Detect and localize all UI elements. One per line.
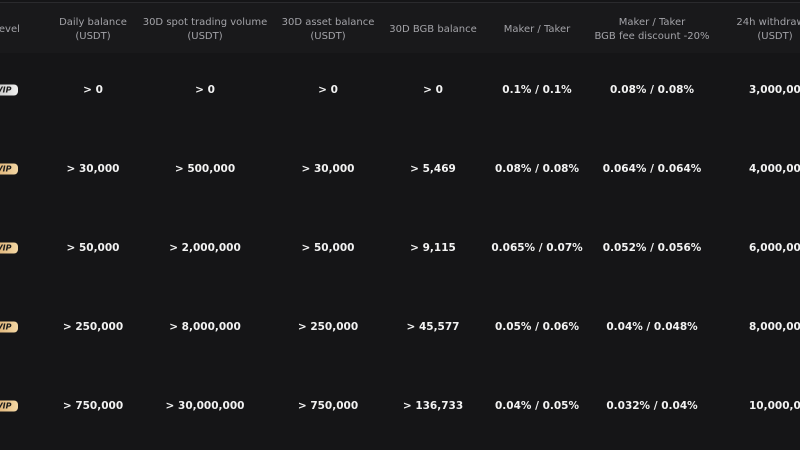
table-cell: 0.1% / 0.1% xyxy=(502,84,572,96)
table-cell: > 0 xyxy=(318,84,338,96)
table-cell: > 2,000,000 xyxy=(169,242,241,254)
column-header: 30D BGB balance xyxy=(389,23,476,37)
table-cell: 0.065% / 0.07% xyxy=(491,242,583,254)
table-cell: 0.08% / 0.08% xyxy=(610,84,694,96)
header-line: Maker / Taker xyxy=(618,17,686,28)
table-cell: 8,000,000 xyxy=(749,321,800,333)
table-cell: > 9,115 xyxy=(410,242,456,254)
column-header: Maker / Taker BGB fee discount -20% xyxy=(594,16,709,44)
vip-badge: VIP xyxy=(0,400,18,412)
column-header: level xyxy=(0,23,20,37)
vip-badge: VIP xyxy=(0,242,18,254)
table-cell: 0.08% / 0.08% xyxy=(495,163,579,175)
table-cell: > 750,000 xyxy=(62,400,124,412)
vip-badge: VIP xyxy=(0,163,18,175)
table-cell: > 136,733 xyxy=(402,400,464,412)
table-cell: > 250,000 xyxy=(62,321,124,333)
header-line: (USDT) xyxy=(75,31,111,42)
header-line: Maker / Taker xyxy=(503,24,571,35)
table-cell: > 50,000 xyxy=(301,242,355,254)
table-cell: 0.032% / 0.04% xyxy=(606,400,698,412)
table-cell: > 45,577 xyxy=(406,321,460,333)
table-header: levelDaily balance(USDT)30D spot trading… xyxy=(0,2,800,53)
column-header: 30D asset balance (USDT) xyxy=(282,16,375,44)
table-cell: > 30,000 xyxy=(66,163,120,175)
table-cell: 3,000,000 xyxy=(749,84,800,96)
table-cell: > 5,469 xyxy=(410,163,456,175)
table-cell: 0.04% / 0.05% xyxy=(495,400,579,412)
table-cell: > 0 xyxy=(195,84,215,96)
table-cell: > 250,000 xyxy=(297,321,359,333)
table-cell: > 8,000,000 xyxy=(169,321,241,333)
table-cell: 4,000,000 xyxy=(749,163,800,175)
header-line: 30D spot trading volume xyxy=(142,17,268,28)
table-cell: 0.04% / 0.048% xyxy=(606,321,698,333)
table-cell: 0.064% / 0.064% xyxy=(602,163,702,175)
column-header: 24h withdrawal (USDT) xyxy=(736,16,800,44)
column-header: Maker / Taker xyxy=(504,23,570,37)
column-header: 30D spot trading volume (USDT) xyxy=(143,16,268,44)
table-cell: > 0 xyxy=(83,84,103,96)
header-line: (USDT) xyxy=(310,31,346,42)
table-cell: 6,000,000 xyxy=(749,242,800,254)
table-cell: > 750,000 xyxy=(297,400,359,412)
header-line: (USDT) xyxy=(187,31,223,42)
column-header: Daily balance (USDT) xyxy=(59,16,127,44)
table-cell: 0.05% / 0.06% xyxy=(495,321,579,333)
header-line: 30D BGB balance xyxy=(389,24,477,35)
header-line: (USDT) xyxy=(757,31,793,42)
vip-badge: VIP xyxy=(0,84,18,96)
vip-badge: VIP xyxy=(0,321,18,333)
table-cell: 10,000,000 xyxy=(749,400,800,412)
header-line: 24h withdrawal xyxy=(736,17,800,28)
table-cell: > 50,000 xyxy=(66,242,120,254)
table-cell: > 500,000 xyxy=(174,163,236,175)
header-line: level xyxy=(0,24,20,35)
table-cell: > 0 xyxy=(423,84,443,96)
header-line: BGB fee discount -20% xyxy=(594,31,710,42)
table-cell: 0.052% / 0.056% xyxy=(602,242,702,254)
header-line: Daily balance xyxy=(59,17,127,28)
header-line: 30D asset balance xyxy=(281,17,375,28)
table-cell: > 30,000,000 xyxy=(165,400,245,412)
table-cell: > 30,000 xyxy=(301,163,355,175)
